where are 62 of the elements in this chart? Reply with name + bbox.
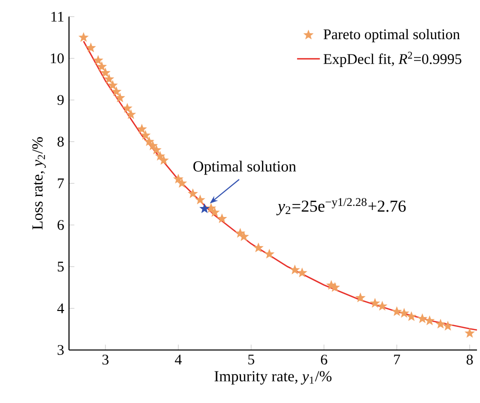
- y-tick-label: 6: [58, 220, 64, 230]
- y-tick-label: 3: [58, 345, 64, 355]
- y-axis-title: Loss rate, y$_{2}$/%: [32, 137, 46, 230]
- point: [78, 32, 88, 42]
- x-tick-label: 5: [248, 354, 254, 364]
- point: [290, 265, 300, 274]
- point: [126, 110, 136, 119]
- point: [86, 42, 96, 52]
- point: [137, 124, 147, 134]
- point: [330, 282, 340, 292]
- point: [188, 188, 198, 198]
- y-tick-label: 11: [51, 12, 64, 22]
- point: [239, 232, 249, 241]
- point: [406, 312, 416, 321]
- legend-label: ExpDecl fit, R$^{2}$=0.9995: [324, 52, 462, 67]
- x-tick-label: 8: [466, 354, 473, 365]
- point: [418, 314, 428, 323]
- annotation: y$_{2}$=25e$^{−y1/2.28}$+2.76: [276, 198, 406, 216]
- point: [210, 208, 220, 217]
- point: [155, 151, 165, 160]
- annotation: Optimal solution: [193, 160, 296, 175]
- point: [217, 214, 227, 223]
- point: [108, 80, 118, 90]
- point: [159, 155, 168, 164]
- legend-label: Pareto optimal solution: [324, 28, 460, 42]
- point: [195, 195, 205, 204]
- point: [152, 145, 162, 154]
- point: [370, 298, 380, 308]
- x-tick-label: 4: [174, 354, 182, 364]
- x-axis-title: Impurity rate, y$_{1}$/%: [214, 371, 332, 385]
- point: [115, 92, 125, 102]
- point: [264, 249, 274, 258]
- point: [443, 321, 453, 330]
- point: [424, 316, 434, 325]
- point: [174, 174, 183, 184]
- point: [100, 68, 110, 77]
- point: [399, 308, 409, 318]
- point: [297, 268, 307, 277]
- point: [356, 292, 366, 302]
- point: [436, 319, 446, 328]
- y-tick-label: 10: [50, 53, 64, 64]
- y-tick-label: 5: [58, 262, 64, 272]
- point: [97, 62, 106, 71]
- x-tick-label: 7: [394, 354, 400, 364]
- point: [122, 103, 132, 112]
- point: [200, 204, 210, 213]
- x-tick-label: 6: [320, 354, 328, 365]
- point: [392, 306, 402, 316]
- point: [144, 136, 154, 146]
- point: [177, 178, 187, 188]
- point: [378, 301, 387, 310]
- point: [148, 140, 158, 150]
- point: [254, 242, 264, 252]
- point: [140, 130, 150, 140]
- y-tick-label: 7: [58, 178, 64, 188]
- x-tick-label: 3: [102, 354, 109, 365]
- y-tick-label: 8: [58, 136, 64, 147]
- point: [93, 55, 103, 64]
- point: [104, 74, 114, 84]
- point: [112, 86, 122, 96]
- y-tick-label: 4: [57, 304, 64, 314]
- y-tick-label: 9: [57, 95, 64, 105]
